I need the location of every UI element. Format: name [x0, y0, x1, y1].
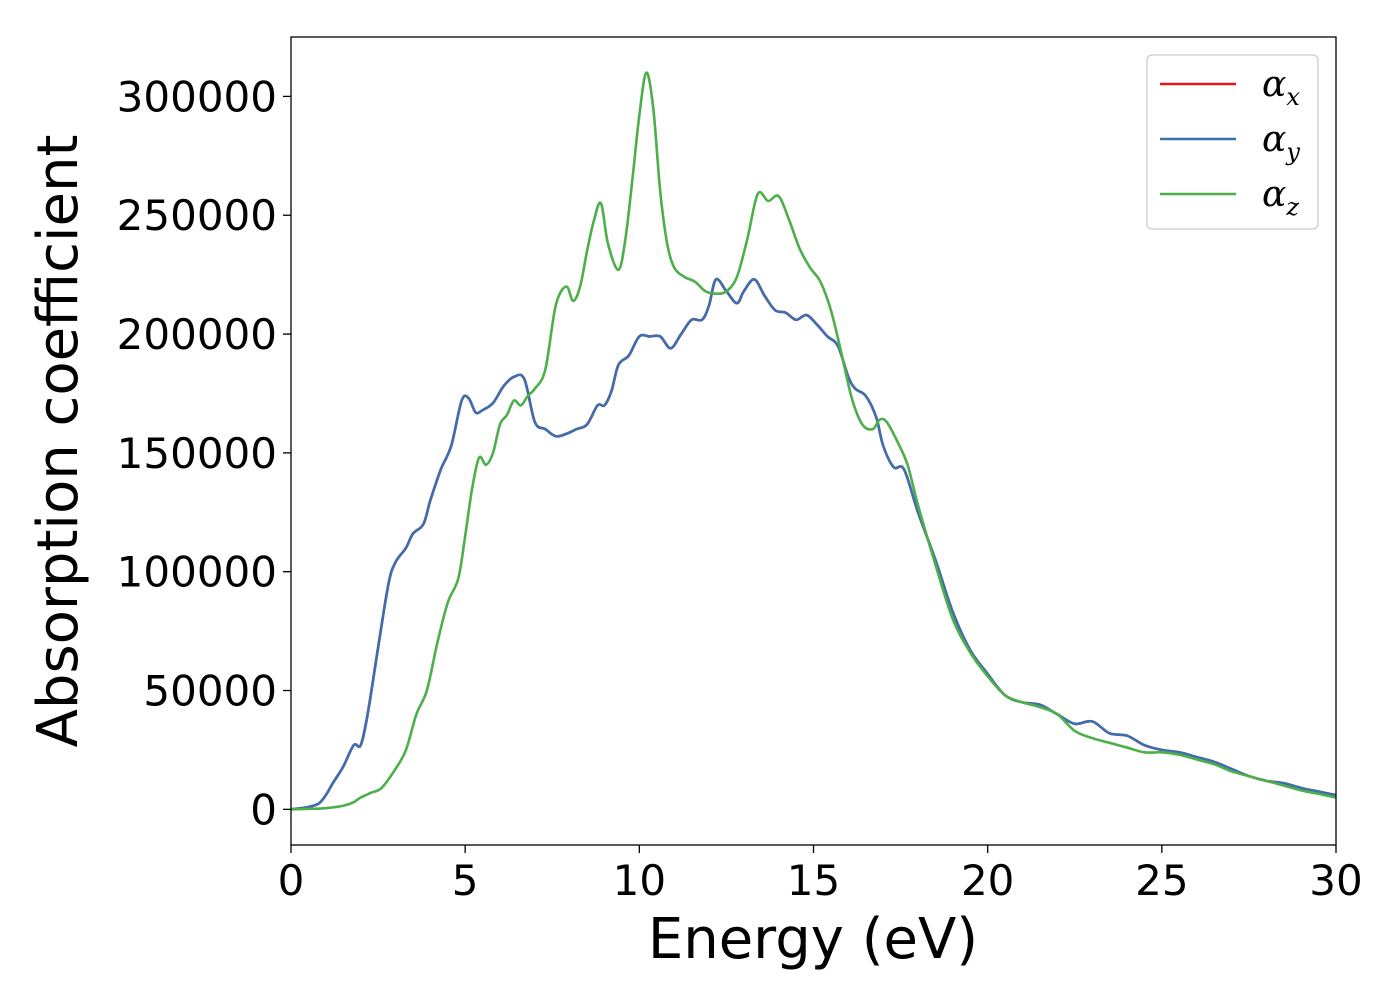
x-tick-label: 25 — [1135, 856, 1188, 905]
x-axis-title: Energy (eV) — [648, 907, 978, 972]
x-tick-label: 5 — [452, 856, 479, 905]
series-line-z — [291, 71, 1336, 811]
y-axis-title: Absorption coefficient — [26, 135, 91, 748]
y-tick-label: 150000 — [117, 429, 277, 478]
series-line-x — [291, 277, 1336, 811]
x-tick-label: 10 — [613, 856, 666, 905]
y-tick-label: 0 — [250, 785, 277, 834]
x-ticks: 0 5 10 15 20 25 30 — [278, 845, 1363, 905]
x-tick-label: 20 — [961, 856, 1014, 905]
y-tick-label: 200000 — [117, 310, 277, 359]
x-tick-label: 0 — [278, 856, 305, 905]
series-layer — [291, 71, 1336, 811]
legend-box — [1146, 54, 1319, 230]
y-tick-label: 100000 — [117, 548, 277, 597]
y-tick-label: 250000 — [117, 191, 277, 240]
y-tick-label: 50000 — [143, 667, 277, 716]
y-tick-label: 300000 — [117, 72, 277, 121]
legend-label-z: αz — [1262, 174, 1299, 221]
series-line-y — [291, 277, 1336, 811]
x-tick-label: 15 — [787, 856, 840, 905]
x-tick-label: 30 — [1309, 856, 1362, 905]
y-ticks: 0 50000 100000 150000 200000 250000 300000 — [117, 72, 291, 834]
